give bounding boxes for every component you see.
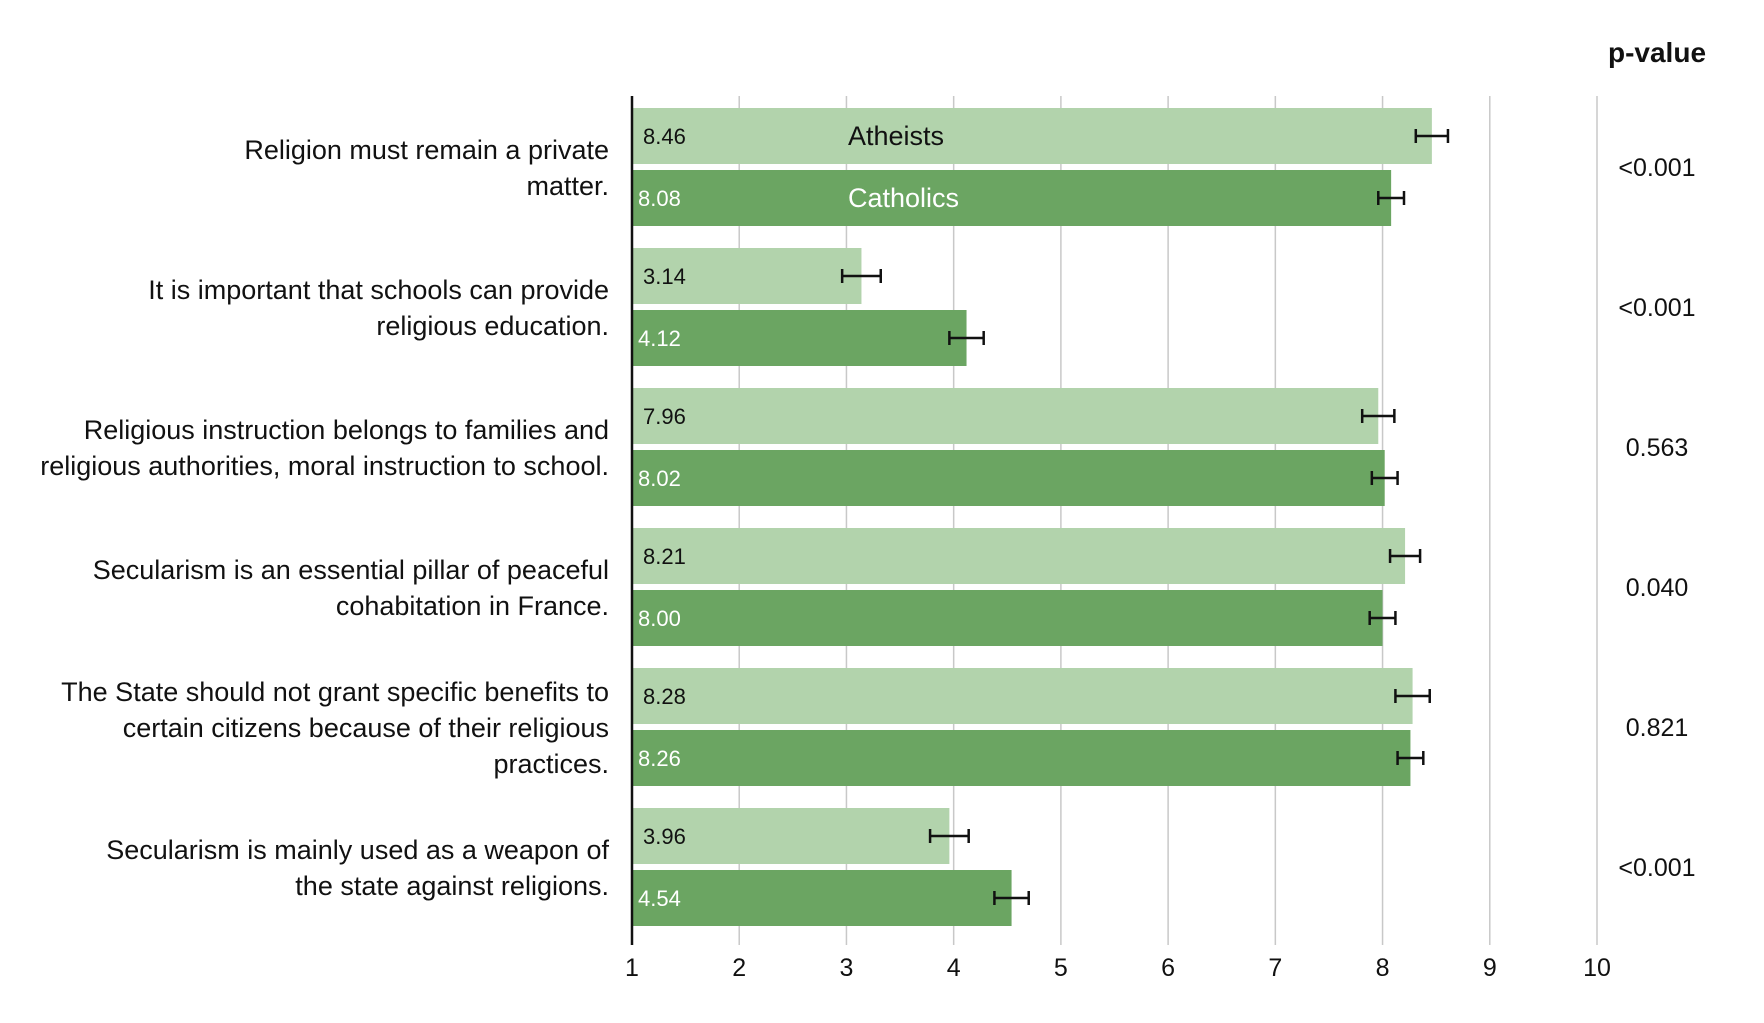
value-label: 4.12 (638, 326, 681, 351)
category-label-line: The State should not grant specific bene… (61, 677, 609, 707)
bar-catholics-6 (632, 870, 1012, 926)
value-label: 8.28 (643, 684, 686, 709)
x-tick-label: 3 (839, 954, 853, 982)
legend-label-atheists: Atheists (848, 121, 944, 151)
category-label: Religious instruction belongs to familie… (40, 415, 609, 481)
bar-catholics-5 (632, 730, 1411, 786)
category-label-line: Religious instruction belongs to familie… (84, 415, 609, 445)
category-label-line: Secularism is an essential pillar of pea… (93, 555, 609, 585)
x-tick-label: 1 (625, 954, 639, 982)
bar-atheists-4 (632, 528, 1406, 584)
p-value-header: p-value (1608, 37, 1706, 68)
p-value: <0.001 (1618, 854, 1695, 882)
category-label: Secularism is mainly used as a weapon of… (106, 835, 609, 901)
bar-atheists-3 (632, 388, 1379, 444)
bar-atheists-1 (632, 108, 1432, 164)
category-label: Religion must remain a private matter. (244, 135, 609, 201)
category-label-line: matter. (526, 171, 609, 201)
x-tick-label: 9 (1483, 954, 1497, 982)
x-tick-label: 7 (1268, 954, 1282, 982)
p-value: 0.563 (1626, 434, 1689, 462)
value-label: 8.26 (638, 746, 681, 771)
bar-atheists-2 (632, 248, 862, 304)
bar-atheists-5 (632, 668, 1413, 724)
category-label-line: religious education. (376, 311, 609, 341)
category-label-line: Religion must remain a private (244, 135, 609, 165)
p-value: 0.821 (1626, 714, 1689, 742)
x-tick-label: 4 (947, 954, 961, 982)
category-label-line: It is important that schools can provide (148, 275, 609, 305)
category-label-line: certain citizens because of their religi… (123, 713, 609, 743)
category-label: It is important that schools can provide… (148, 275, 609, 341)
bar-catholics-3 (632, 450, 1385, 506)
bar-atheists-6 (632, 808, 950, 864)
legend-label-catholics: Catholics (848, 183, 959, 213)
category-label-line: the state against religions. (295, 871, 609, 901)
x-tick-label: 2 (732, 954, 746, 982)
category-label-line: practices. (493, 749, 609, 779)
category-label-line: cohabitation in France. (336, 591, 609, 621)
value-label: 3.14 (643, 264, 686, 289)
category-label: Secularism is an essential pillar of pea… (93, 555, 609, 621)
value-label: 8.00 (638, 606, 681, 631)
value-label: 8.46 (643, 124, 686, 149)
x-tick-label: 6 (1161, 954, 1175, 982)
x-tick-label: 8 (1376, 954, 1390, 982)
value-label: 7.96 (643, 404, 686, 429)
category-label-line: religious authorities, moral instruction… (40, 451, 609, 481)
p-value: <0.001 (1618, 294, 1695, 322)
value-label: 8.21 (643, 544, 686, 569)
value-label: 3.96 (643, 824, 686, 849)
x-tick-label: 10 (1583, 954, 1611, 982)
bar-catholics-1 (632, 170, 1392, 226)
value-label: 8.02 (638, 466, 681, 491)
category-label-line: Secularism is mainly used as a weapon of (106, 835, 609, 865)
bar-catholics-4 (632, 590, 1383, 646)
value-label: 8.08 (638, 186, 681, 211)
value-label: 4.54 (638, 886, 681, 911)
x-tick-label: 5 (1054, 954, 1068, 982)
bar-catholics-2 (632, 310, 967, 366)
category-label: The State should not grant specific bene… (61, 677, 609, 779)
p-value: <0.001 (1618, 154, 1695, 182)
p-value: 0.040 (1626, 574, 1689, 602)
